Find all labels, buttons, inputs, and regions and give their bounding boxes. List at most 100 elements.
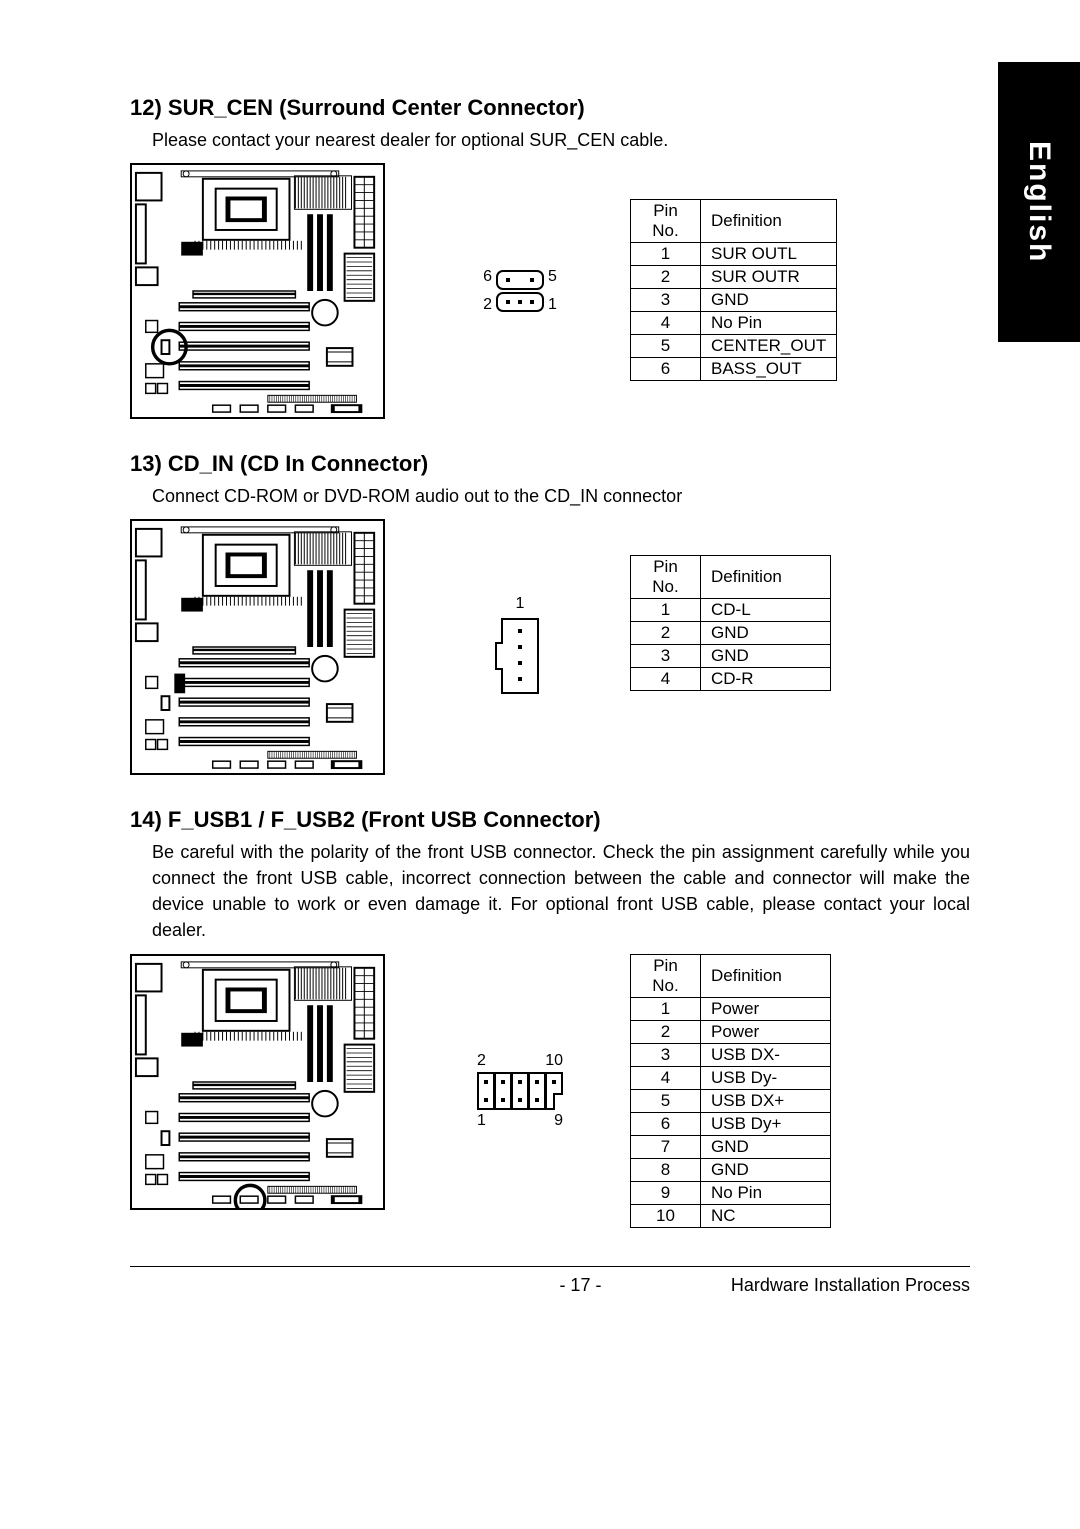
table-cell: No Pin — [701, 1181, 831, 1204]
table-cell: 4 — [631, 1066, 701, 1089]
table-cell: 1 — [631, 997, 701, 1020]
table-row: 3GND — [631, 645, 831, 668]
page-content: 12) SUR_CEN (Surround Center Connector) … — [0, 0, 1080, 1336]
table-cell: 4 — [631, 312, 701, 335]
table-row: 1SUR OUTL — [631, 243, 837, 266]
table-cell: NC — [701, 1204, 831, 1227]
table-header: Definition — [701, 954, 831, 997]
table-cell: 2 — [631, 266, 701, 289]
table-cell: 1 — [631, 243, 701, 266]
pin-diagram: 2 10 — [430, 1052, 610, 1130]
pin-icon — [496, 267, 544, 315]
motherboard-diagram — [130, 163, 385, 419]
table-cell: 8 — [631, 1158, 701, 1181]
table-row: 6USB Dy+ — [631, 1112, 831, 1135]
pin-label: 2 — [477, 1052, 486, 1070]
table-cell: 3 — [631, 1043, 701, 1066]
table-cell: CD-R — [701, 668, 831, 691]
pin-label: 6 — [483, 268, 492, 286]
table-cell: BASS_OUT — [701, 358, 837, 381]
pin-label: 10 — [545, 1052, 563, 1070]
table-cell: GND — [701, 1158, 831, 1181]
table-cell: 7 — [631, 1135, 701, 1158]
page-number: - 17 - — [559, 1275, 601, 1296]
pin-icon — [477, 1072, 563, 1110]
table-row: 3GND — [631, 289, 837, 312]
pin-diagram: 6 2 5 1 — [430, 267, 610, 315]
pin-label: 2 — [483, 296, 492, 314]
table-row: 6BASS_OUT — [631, 358, 837, 381]
table-cell: 4 — [631, 668, 701, 691]
table-cell: Power — [701, 997, 831, 1020]
table-row: 1Power — [631, 997, 831, 1020]
table-row: 2GND — [631, 622, 831, 645]
pin-table: Pin No.Definition1Power2Power3USB DX-4US… — [630, 954, 831, 1228]
table-row: 7GND — [631, 1135, 831, 1158]
table-cell: 6 — [631, 358, 701, 381]
table-cell: USB DX+ — [701, 1089, 831, 1112]
section-f-usb: 14) F_USB1 / F_USB2 (Front USB Connector… — [130, 807, 970, 1227]
table-row: 2Power — [631, 1020, 831, 1043]
pin-icon — [494, 617, 546, 695]
table-cell: USB Dy+ — [701, 1112, 831, 1135]
table-row: 5CENTER_OUT — [631, 335, 837, 358]
section-title: 13) CD_IN (CD In Connector) — [130, 451, 970, 477]
section-cd-in: 13) CD_IN (CD In Connector) Connect CD-R… — [130, 451, 970, 775]
table-row: 5USB DX+ — [631, 1089, 831, 1112]
pin-label: 1 — [548, 296, 557, 314]
table-cell: CD-L — [701, 599, 831, 622]
table-cell: USB DX- — [701, 1043, 831, 1066]
page-footer: - 17 - Hardware Installation Process — [130, 1266, 970, 1296]
table-header: Definition — [701, 200, 837, 243]
table-row: 4USB Dy- — [631, 1066, 831, 1089]
table-cell: USB Dy- — [701, 1066, 831, 1089]
table-cell: CENTER_OUT — [701, 335, 837, 358]
table-cell: 2 — [631, 622, 701, 645]
pin-diagram: 1 — [430, 595, 610, 700]
table-cell: 3 — [631, 645, 701, 668]
table-header: Pin No. — [631, 200, 701, 243]
table-cell: SUR OUTL — [701, 243, 837, 266]
motherboard-diagram — [130, 954, 385, 1210]
pin-table: Pin No.Definition1SUR OUTL2SUR OUTR3GND4… — [630, 199, 837, 381]
table-row: 10NC — [631, 1204, 831, 1227]
pin-label: 5 — [548, 268, 557, 286]
table-cell: 5 — [631, 1089, 701, 1112]
table-row: 4CD-R — [631, 668, 831, 691]
table-cell: Power — [701, 1020, 831, 1043]
table-cell: 1 — [631, 599, 701, 622]
table-cell: 3 — [631, 289, 701, 312]
table-cell: 5 — [631, 335, 701, 358]
table-cell: 9 — [631, 1181, 701, 1204]
table-header: Pin No. — [631, 556, 701, 599]
table-cell: GND — [701, 645, 831, 668]
table-row: 1CD-L — [631, 599, 831, 622]
table-cell: 2 — [631, 1020, 701, 1043]
table-row: 4No Pin — [631, 312, 837, 335]
section-title: 14) F_USB1 / F_USB2 (Front USB Connector… — [130, 807, 970, 833]
chapter-title: Hardware Installation Process — [731, 1275, 970, 1296]
section-desc: Connect CD-ROM or DVD-ROM audio out to t… — [152, 483, 970, 509]
section-desc: Be careful with the polarity of the fron… — [152, 839, 970, 943]
table-row: 2SUR OUTR — [631, 266, 837, 289]
motherboard-diagram — [130, 519, 385, 775]
table-cell: GND — [701, 289, 837, 312]
section-title: 12) SUR_CEN (Surround Center Connector) — [130, 95, 970, 121]
section-sur-cen: 12) SUR_CEN (Surround Center Connector) … — [130, 95, 970, 419]
pin-label: 1 — [477, 1112, 486, 1130]
table-header: Definition — [701, 556, 831, 599]
table-cell: No Pin — [701, 312, 837, 335]
section-desc: Please contact your nearest dealer for o… — [152, 127, 970, 153]
table-cell: 6 — [631, 1112, 701, 1135]
table-cell: SUR OUTR — [701, 266, 837, 289]
pin-table: Pin No.Definition1CD-L2GND3GND4CD-R — [630, 555, 831, 691]
table-cell: GND — [701, 1135, 831, 1158]
table-cell: 10 — [631, 1204, 701, 1227]
pin-label: 1 — [494, 595, 546, 613]
table-row: 3USB DX- — [631, 1043, 831, 1066]
table-header: Pin No. — [631, 954, 701, 997]
table-row: 9No Pin — [631, 1181, 831, 1204]
table-cell: GND — [701, 622, 831, 645]
table-row: 8GND — [631, 1158, 831, 1181]
pin-label: 9 — [554, 1112, 563, 1130]
